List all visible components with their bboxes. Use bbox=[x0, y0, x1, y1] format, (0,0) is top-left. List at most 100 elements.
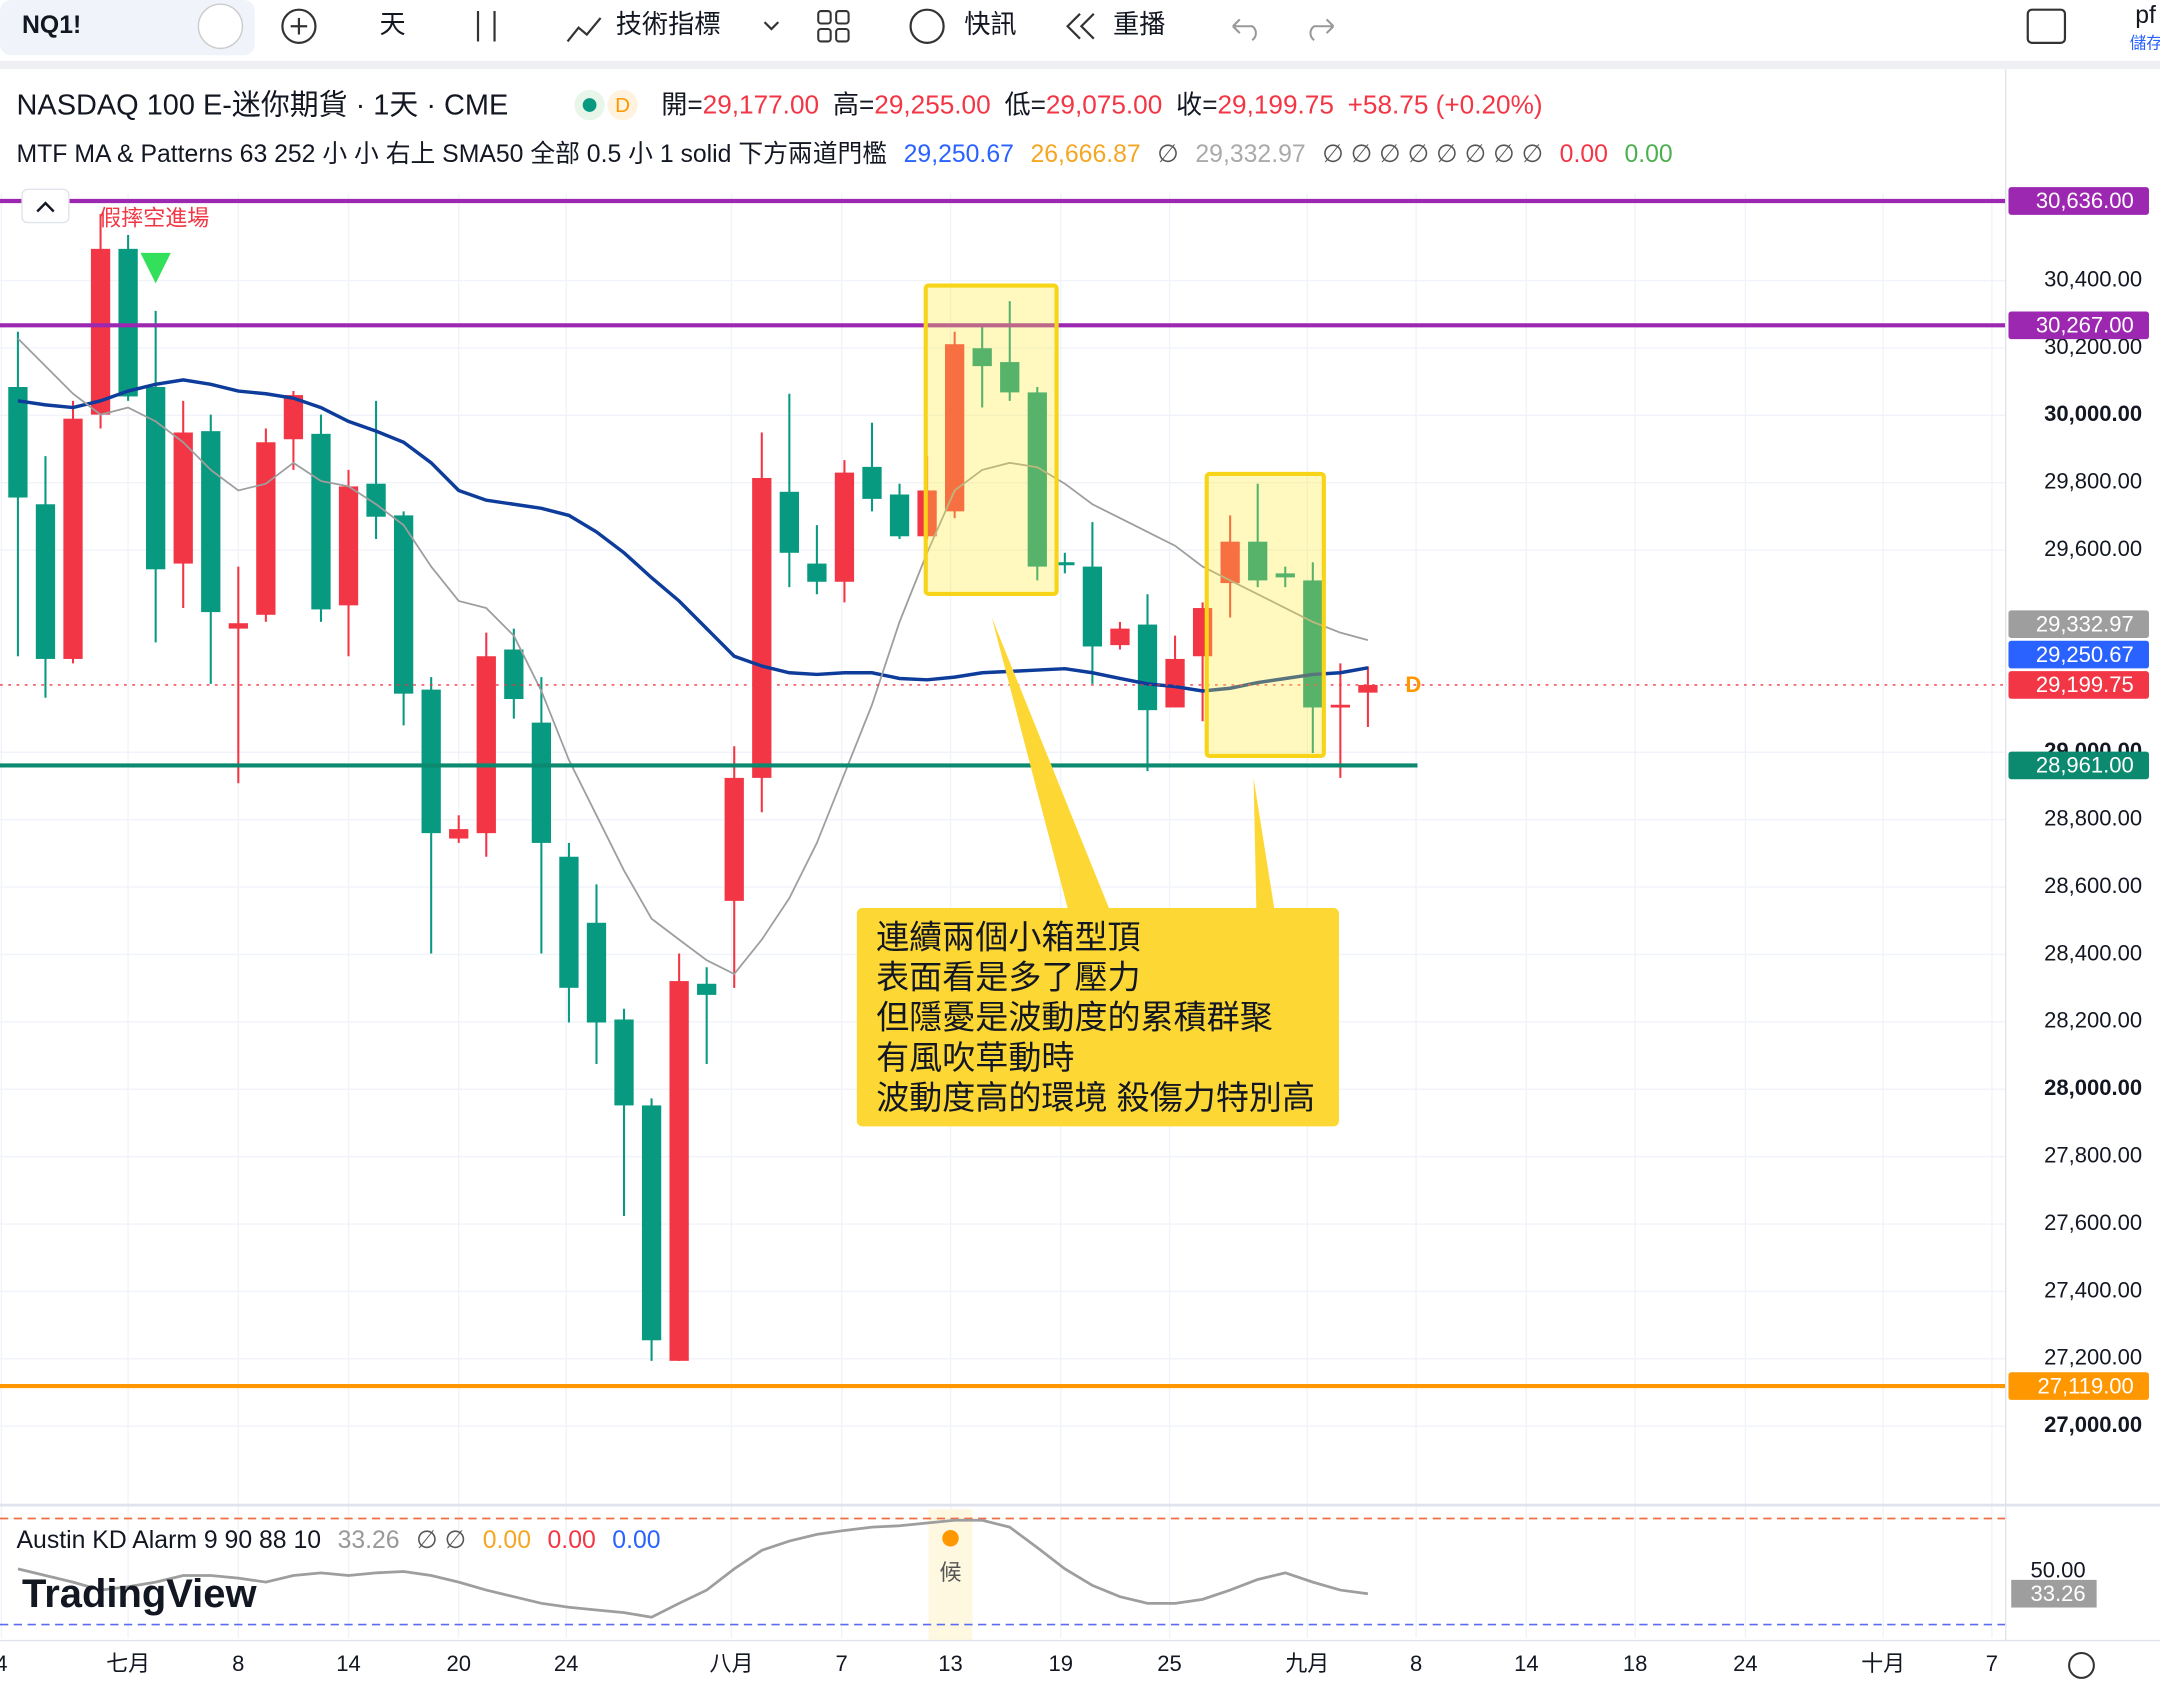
kd-name: Austin KD Alarm 9 90 88 10 bbox=[17, 1527, 322, 1554]
callout-line: 但隱憂是波動度的累積群聚 bbox=[876, 1000, 1273, 1037]
kd-value: ∅ ∅ bbox=[416, 1527, 466, 1554]
candle-body bbox=[1330, 704, 1350, 708]
badge-bg bbox=[607, 89, 638, 121]
candle-body bbox=[752, 477, 772, 778]
ohlc-label: 低= bbox=[1004, 89, 1045, 119]
candle-body bbox=[228, 623, 248, 629]
candle-body bbox=[641, 1105, 662, 1341]
candle-body bbox=[669, 981, 689, 1361]
candle-body bbox=[338, 486, 359, 606]
collapse-button[interactable] bbox=[21, 188, 70, 224]
candle-body bbox=[724, 777, 744, 901]
symbol-box[interactable] bbox=[0, 0, 255, 56]
compare-icon[interactable] bbox=[281, 8, 317, 44]
candle-body bbox=[173, 432, 193, 564]
alerts[interactable]: 快訊 bbox=[964, 9, 1016, 39]
kd-line bbox=[17, 1518, 1369, 1619]
callout-line: 表面看是多了壓力 bbox=[876, 960, 1140, 997]
x-tick-label: 七月 bbox=[106, 1651, 150, 1676]
x-tick-label: 25 bbox=[1157, 1651, 1182, 1676]
ohlc-label: 高= bbox=[833, 89, 874, 119]
candle-icon[interactable] bbox=[476, 11, 496, 42]
candle-body bbox=[779, 491, 799, 553]
symbol[interactable]: NQ1! bbox=[22, 12, 81, 39]
candle-body bbox=[531, 722, 552, 843]
replay-icon[interactable] bbox=[1066, 13, 1095, 40]
candle-body bbox=[256, 442, 276, 615]
x-tick-label: 19 bbox=[1048, 1651, 1073, 1676]
candle-body bbox=[1165, 658, 1185, 708]
settings[interactable] bbox=[2068, 1651, 2095, 1679]
symbol-title: NASDAQ 100 E-迷你期貨 · 1天 · CME bbox=[17, 89, 509, 121]
marker: D bbox=[1405, 672, 1421, 697]
moving-average bbox=[17, 378, 1369, 693]
status-dot bbox=[582, 98, 597, 112]
dropdown[interactable] bbox=[763, 21, 780, 31]
candle-body bbox=[146, 387, 166, 570]
add-icon[interactable] bbox=[197, 3, 244, 50]
ohlc-value: 29,075.00 bbox=[1046, 89, 1162, 119]
candle-body bbox=[697, 983, 717, 995]
price-badge-label: 30,267.00 bbox=[2036, 313, 2134, 338]
kd-value: 0.00 bbox=[548, 1527, 596, 1554]
indicators[interactable]: 技術指標 bbox=[616, 9, 721, 39]
undo[interactable] bbox=[1232, 18, 1257, 41]
ohlc-value: 29,177.00 bbox=[703, 89, 819, 119]
user[interactable]: pf bbox=[2135, 2, 2156, 29]
x-tick-label: 14 bbox=[1514, 1651, 1539, 1676]
x-tick-label: 13 bbox=[938, 1651, 963, 1676]
candle-body bbox=[1082, 566, 1103, 647]
candle-body bbox=[889, 494, 910, 537]
candle-body bbox=[35, 504, 56, 659]
candle-body bbox=[972, 348, 992, 367]
price-badge bbox=[2008, 1372, 2149, 1400]
y-tick-label: 29,800.00 bbox=[2044, 469, 2142, 494]
candle-body bbox=[1055, 562, 1075, 566]
x-tick-label: 20 bbox=[446, 1651, 471, 1676]
x-tick-label: 18 bbox=[1623, 1651, 1648, 1676]
price-badge-label: 29,250.67 bbox=[2036, 642, 2134, 667]
candle-body bbox=[1358, 684, 1378, 693]
indicator-legend: MTF MA & Patterns 63 252 小 小 右上 SMA50 全部… bbox=[17, 139, 1673, 167]
replay[interactable]: 重播 bbox=[1113, 9, 1165, 39]
candle-body bbox=[1220, 541, 1240, 584]
candle-body bbox=[393, 515, 414, 694]
ohlc-label: 收= bbox=[1176, 89, 1217, 119]
candle-body bbox=[449, 829, 469, 839]
y-tick-label: 30,400.00 bbox=[2044, 266, 2142, 291]
candle-body bbox=[1000, 362, 1020, 393]
candle-body bbox=[311, 433, 331, 610]
alert-icon[interactable] bbox=[909, 8, 945, 44]
kd-value: 0.00 bbox=[612, 1527, 660, 1554]
x-tick-label: 4 bbox=[0, 1651, 8, 1676]
y-tick-label: 27,200.00 bbox=[2044, 1345, 2142, 1370]
kd-value: 0.00 bbox=[483, 1527, 531, 1554]
overlay: D 假摔空進場 bbox=[0, 198, 2006, 1389]
candle-body bbox=[476, 656, 496, 834]
indicator-value: 0.00 bbox=[1560, 140, 1608, 167]
axes: 4 七月 8 14 20 24 八月 7 13 19 25 九月 8 14 18 24 十月 7 27,000.00… bbox=[0, 69, 2160, 1676]
y-tick-label: 28,000.00 bbox=[2044, 1075, 2142, 1100]
candle-body bbox=[504, 649, 524, 700]
indicator-value: 26,666.87 bbox=[1030, 140, 1140, 167]
candle-body bbox=[1248, 541, 1268, 581]
candle-body bbox=[201, 431, 221, 613]
price-badge bbox=[2008, 610, 2149, 638]
badge: D bbox=[615, 94, 630, 117]
x-tick-label: 24 bbox=[554, 1651, 579, 1676]
callout-line: 連續兩個小箱型頂 bbox=[876, 920, 1140, 957]
interval[interactable]: 天 bbox=[380, 9, 406, 39]
fullscreen[interactable] bbox=[2026, 8, 2067, 44]
candle-body bbox=[834, 472, 855, 582]
candle-body bbox=[586, 922, 607, 1023]
save[interactable]: 儲存 bbox=[2130, 34, 2160, 53]
plot bbox=[8, 214, 1378, 1361]
kd-badge-label: 33.26 bbox=[2030, 1581, 2085, 1606]
callout-box bbox=[856, 908, 1339, 1127]
y-tick-label: 28,200.00 bbox=[2044, 1008, 2142, 1033]
price-badge bbox=[2008, 311, 2149, 340]
indicator-value: ∅ ∅ ∅ ∅ ∅ ∅ ∅ ∅ bbox=[1322, 140, 1543, 167]
layout-icon[interactable] bbox=[817, 10, 850, 43]
x-tick-label: 7 bbox=[1986, 1651, 1998, 1676]
redo[interactable] bbox=[1309, 18, 1335, 41]
